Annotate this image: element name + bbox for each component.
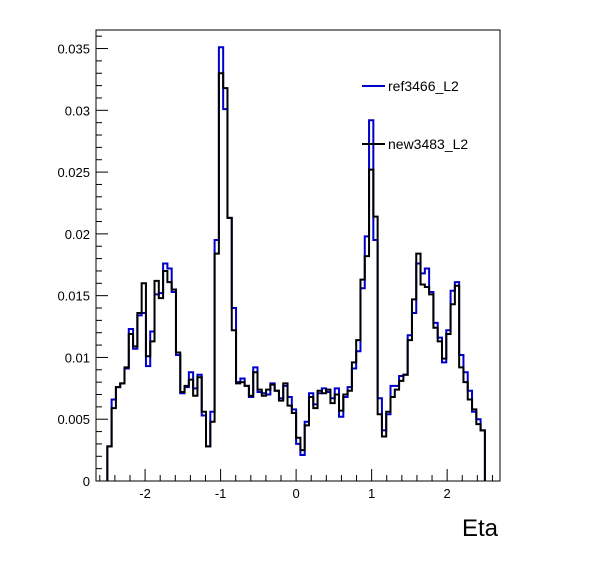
x-tick-label: -1 [215, 486, 227, 501]
x-tick-label: 2 [444, 486, 451, 501]
x-axis: -2 -1 0 1 2 [99, 469, 493, 501]
legend-label-ref3466-L2: ref3466_L2 [388, 78, 459, 94]
legend: ref3466_L2 new3483_L2 [362, 78, 468, 152]
y-tick-label: 0.02 [65, 227, 90, 242]
y-tick-label: 0.03 [65, 103, 90, 118]
series-group [106, 46, 486, 481]
x-tick-label: 1 [368, 486, 375, 501]
y-tick-label: 0.035 [57, 42, 90, 57]
y-tick-label: 0.025 [57, 165, 90, 180]
y-axis: 0 0.005 0.01 0.015 0.02 0.025 0.03 0.035 [57, 35, 108, 489]
series-line-ref3466-L2 [106, 46, 486, 481]
y-tick-label: 0.01 [65, 350, 90, 365]
series-line-new3483-L2 [106, 72, 486, 481]
y-tick-label: 0.015 [57, 289, 90, 304]
legend-label-new3483-L2: new3483_L2 [388, 136, 468, 152]
x-tick-label: -2 [139, 486, 151, 501]
y-tick-label: 0.005 [57, 412, 90, 427]
x-axis-title: Eta [462, 515, 499, 542]
x-tick-label: 0 [292, 486, 299, 501]
plot-frame [95, 29, 501, 482]
y-tick-label: 0 [83, 474, 90, 489]
